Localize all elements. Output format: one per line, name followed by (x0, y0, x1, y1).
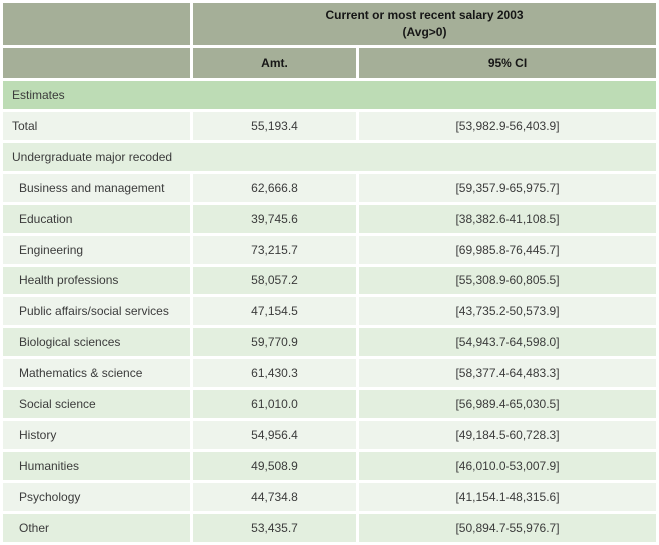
column-header-amt: Amt. (193, 48, 356, 78)
amt-value: 47,154.5 (193, 297, 356, 326)
table-row: Health professions 58,057.2 [55,308.9-60… (3, 266, 656, 295)
amt-value: 62,666.8 (193, 173, 356, 202)
table-header-columns-row: Amt. 95% CI (3, 48, 656, 78)
table-row: Humanities 49,508.9 [46,010.0-53,007.9] (3, 452, 656, 480)
amt-value: 44,734.8 (193, 482, 356, 511)
ci-value: [49,184.5-60,728.3] (359, 421, 656, 450)
row-label: Health professions (3, 266, 190, 295)
amt-value: 49,508.9 (193, 452, 356, 480)
table-row-total: Total 55,193.4 [53,982.9-56,403.9] (3, 111, 656, 140)
amt-value: 61,010.0 (193, 390, 356, 419)
row-label: Business and management (3, 173, 190, 202)
table-row: Engineering 73,215.7 [69,985.8-76,445.7] (3, 235, 656, 264)
amt-value: 59,770.9 (193, 328, 356, 357)
amt-value: 55,193.4 (193, 111, 356, 140)
group-subheader-row: Undergraduate major recoded (3, 142, 656, 171)
table-row: Education 39,745.6 [38,382.6-41,108.5] (3, 204, 656, 233)
ci-value: [50,894.7-55,976.7] (359, 513, 656, 542)
ci-value: [58,377.4-64,483.3] (359, 359, 656, 388)
table-row: Public affairs/social services 47,154.5 … (3, 297, 656, 326)
table-row: Mathematics & science 61,430.3 [58,377.4… (3, 359, 656, 388)
amt-value: 61,430.3 (193, 359, 356, 388)
row-label: Public affairs/social services (3, 297, 190, 326)
row-label: Psychology (3, 482, 190, 511)
ci-value: [46,010.0-53,007.9] (359, 452, 656, 480)
table-row: Other 53,435.7 [50,894.7-55,976.7] (3, 513, 656, 542)
column-header-ci: 95% CI (359, 48, 656, 78)
column-group-title-line2: (Avg>0) (402, 25, 447, 39)
header-corner-cell-2 (3, 48, 190, 78)
amt-value: 54,956.4 (193, 421, 356, 450)
estimates-band-row: Estimates (3, 81, 656, 109)
row-label: History (3, 421, 190, 450)
table-row: Psychology 44,734.8 [41,154.1-48,315.6] (3, 482, 656, 511)
row-label: Humanities (3, 452, 190, 480)
column-group-title-line1: Current or most recent salary 2003 (325, 8, 524, 23)
row-label: Education (3, 204, 190, 233)
table-row: Business and management 62,666.8 [59,357… (3, 173, 656, 202)
estimates-band-label: Estimates (3, 81, 656, 109)
amt-value: 58,057.2 (193, 266, 356, 295)
ci-value: [41,154.1-48,315.6] (359, 482, 656, 511)
row-label: Social science (3, 390, 190, 419)
ci-value: [59,357.9-65,975.7] (359, 173, 656, 202)
amt-value: 53,435.7 (193, 513, 356, 542)
header-corner-cell (3, 3, 190, 45)
row-label: Total (3, 111, 190, 140)
ci-value: [69,985.8-76,445.7] (359, 235, 656, 264)
row-label: Biological sciences (3, 328, 190, 357)
ci-value: [53,982.9-56,403.9] (359, 111, 656, 140)
row-label: Engineering (3, 235, 190, 264)
table-row: History 54,956.4 [49,184.5-60,728.3] (3, 421, 656, 450)
row-label: Other (3, 513, 190, 542)
row-label: Mathematics & science (3, 359, 190, 388)
table-row: Social science 61,010.0 [56,989.4-65,030… (3, 390, 656, 419)
ci-value: [55,308.9-60,805.5] (359, 266, 656, 295)
group-subheader-label: Undergraduate major recoded (3, 142, 656, 171)
amt-value: 39,745.6 (193, 204, 356, 233)
table-header-title-row: Current or most recent salary 2003 (Avg>… (3, 3, 656, 45)
amt-value: 73,215.7 (193, 235, 356, 264)
ci-value: [56,989.4-65,030.5] (359, 390, 656, 419)
table-row: Biological sciences 59,770.9 [54,943.7-6… (3, 328, 656, 357)
ci-value: [54,943.7-64,598.0] (359, 328, 656, 357)
ci-value: [38,382.6-41,108.5] (359, 204, 656, 233)
column-group-title: Current or most recent salary 2003 (Avg>… (193, 3, 656, 45)
ci-value: [43,735.2-50,573.9] (359, 297, 656, 326)
